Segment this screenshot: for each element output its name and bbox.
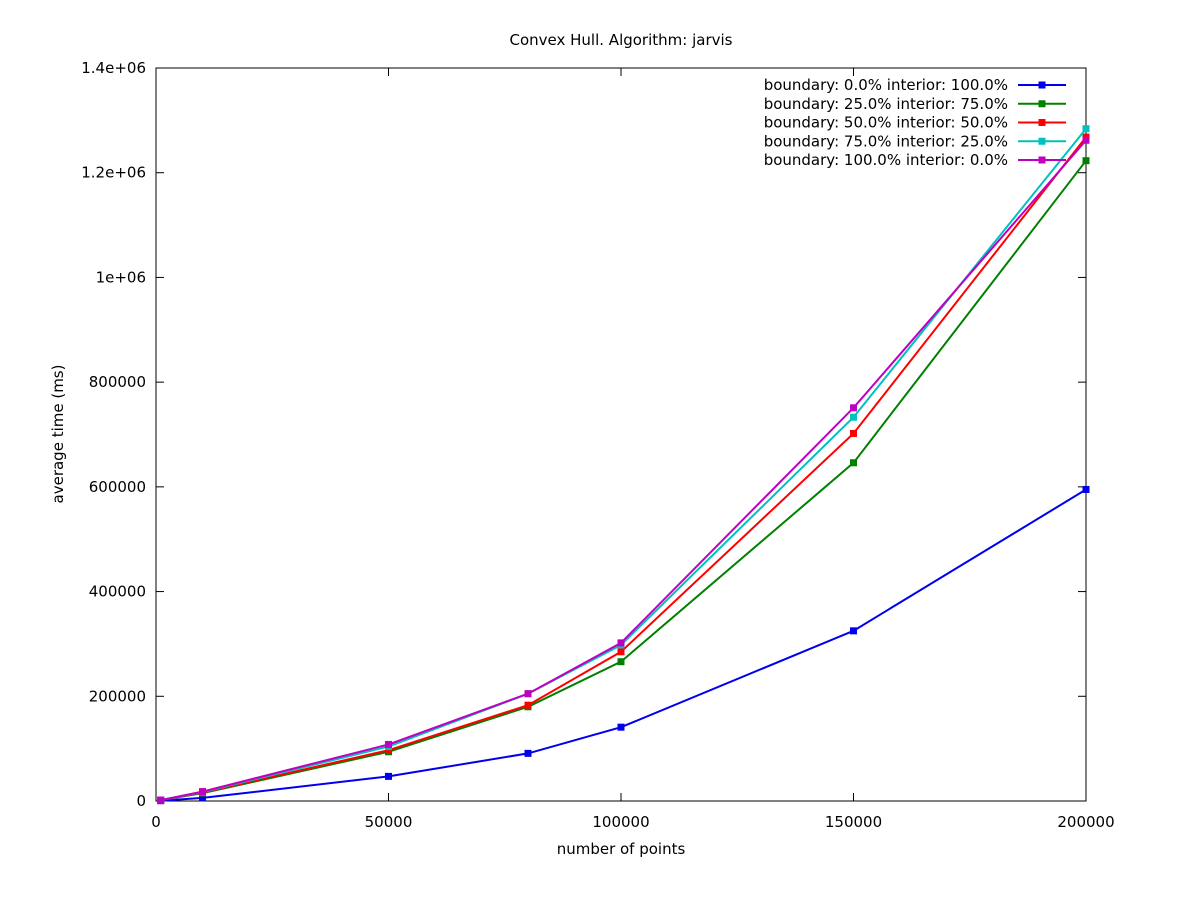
y-tick-label: 1.4e+06 — [81, 59, 146, 77]
series-4-point — [385, 740, 392, 748]
x-tick-label: 0 — [151, 813, 161, 831]
y-tick-label: 0 — [136, 792, 146, 810]
series-4-point — [157, 796, 165, 804]
legend-marker-2 — [1038, 119, 1046, 126]
legend-label: boundary: 100.0% interior: 0.0% — [764, 151, 1008, 169]
y-tick-label: 1.2e+06 — [81, 164, 146, 182]
series-0-point — [617, 723, 625, 731]
series-2-point — [524, 701, 532, 709]
y-tick-label: 200000 — [89, 687, 146, 705]
series-2-point — [850, 429, 857, 437]
series-line-2 — [160, 136, 1087, 802]
series-1-point — [1082, 157, 1090, 165]
series-1-point — [850, 459, 857, 467]
legend-marker-4 — [1038, 156, 1046, 164]
series-line-3 — [160, 128, 1087, 802]
plot-frame — [155, 67, 1087, 802]
series-layer — [157, 125, 1090, 805]
y-axis-label: average time (ms) — [49, 365, 67, 504]
series-line-1 — [160, 160, 1087, 802]
series-4-point — [199, 788, 206, 796]
series-0-point — [524, 749, 532, 757]
series-2-point — [617, 648, 625, 656]
series-2-point — [385, 746, 392, 754]
series-3-point — [1082, 125, 1090, 133]
legend-label: boundary: 25.0% interior: 75.0% — [764, 95, 1008, 113]
series-4-point — [617, 639, 625, 647]
x-axis-label: number of points — [557, 840, 686, 858]
y-tick-label: 400000 — [89, 583, 146, 601]
chart-title: Convex Hull. Algorithm: jarvis — [510, 31, 733, 49]
series-3-point — [850, 413, 857, 421]
y-tick-label: 1e+06 — [96, 268, 146, 286]
series-0-point — [850, 627, 857, 635]
series-1-point — [617, 658, 625, 666]
x-tick-label: 200000 — [1057, 813, 1114, 831]
legend: boundary: 0.0% interior: 100.0%boundary:… — [764, 76, 1066, 169]
series-0-point — [1082, 485, 1090, 493]
x-tick-label: 50000 — [365, 813, 413, 831]
series-line-4 — [160, 139, 1087, 802]
ticks-layer: 0 50000 100000 150000 200000 0 200000 400000 600… — [81, 59, 1114, 831]
x-tick-label: 100000 — [592, 813, 649, 831]
series-4-point — [1082, 136, 1090, 144]
series-0-point — [385, 772, 392, 780]
legend-marker-3 — [1038, 137, 1046, 145]
legend-marker-0 — [1038, 81, 1046, 89]
legend-label: boundary: 75.0% interior: 25.0% — [764, 132, 1008, 150]
y-tick-label: 800000 — [89, 373, 146, 391]
series-0-point — [199, 794, 206, 802]
series-4-point — [850, 404, 857, 412]
y-tick-label: 600000 — [89, 478, 146, 496]
legend-marker-1 — [1038, 100, 1046, 108]
series-4-point — [524, 690, 532, 698]
legend-label: boundary: 50.0% interior: 50.0% — [764, 114, 1008, 132]
x-tick-label: 150000 — [825, 813, 882, 831]
legend-label: boundary: 0.0% interior: 100.0% — [764, 76, 1008, 94]
